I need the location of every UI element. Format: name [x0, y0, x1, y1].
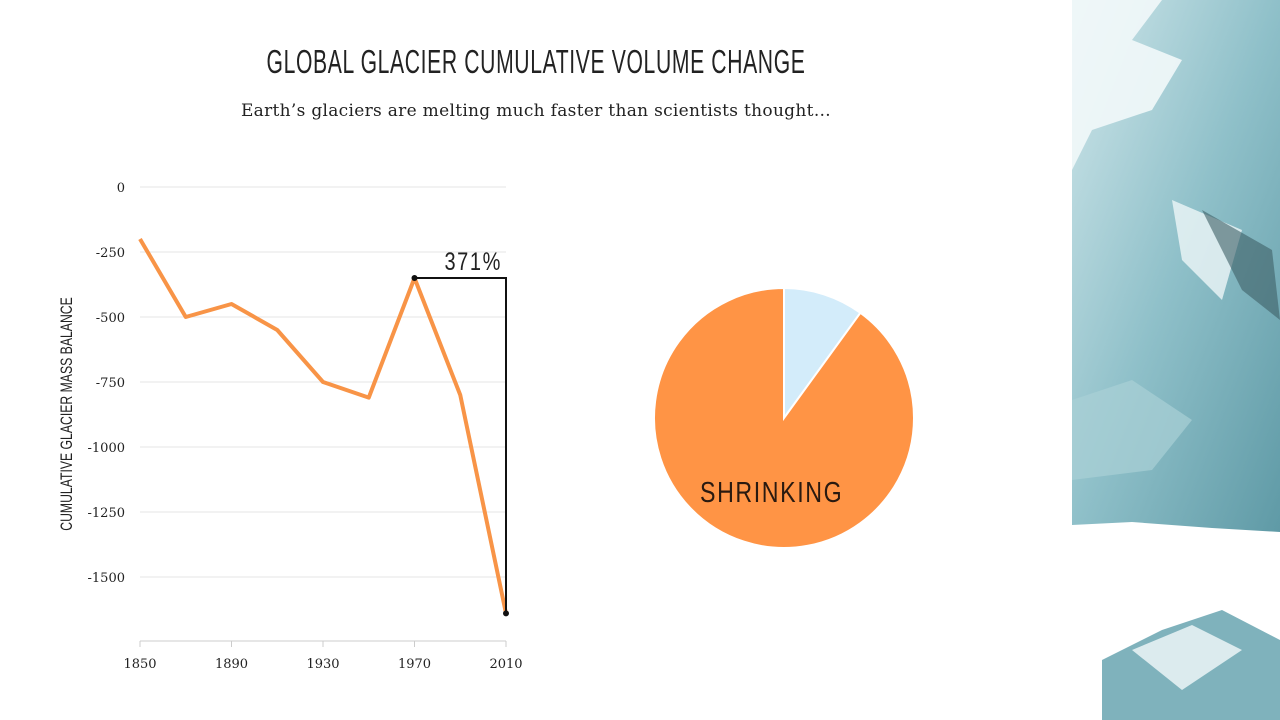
x-tick-label: 1890: [215, 657, 248, 672]
x-tick-label: 1970: [398, 657, 431, 672]
annotation-start-dot: [411, 275, 418, 281]
x-tick-label: 1850: [123, 657, 156, 672]
annotation-end-dot: [503, 610, 509, 617]
x-tick-label: 1930: [306, 657, 339, 672]
y-tick-label: -1500: [88, 571, 125, 586]
line-series: [138, 237, 508, 614]
y-tick-label: -750: [96, 376, 125, 391]
pie-slice-label: SHRINKING: [700, 475, 843, 508]
y-tick-label: -500: [96, 311, 125, 326]
y-tick-label: -1000: [88, 441, 125, 456]
line-chart: 0 -250 -500 -750 -1000 -1250 -1500 1850 1890 193…: [58, 181, 915, 672]
pie-slice: [653, 286, 915, 549]
chart-title: GLOBAL GLACIER CUMULATIVE VOLUME CHANGE: [266, 43, 806, 80]
glacier-photo: [1072, 0, 1280, 720]
chart-subtitle: Earth’s glaciers are melting much faster…: [240, 101, 832, 121]
y-axis-label: CUMULATIVE GLACIER MASS BALANCE: [58, 297, 76, 531]
pie-slice: [783, 286, 862, 422]
y-tick-label: -1250: [88, 506, 125, 521]
y-tick-label: 0: [117, 181, 125, 196]
x-tick-label: 2010: [489, 657, 522, 672]
y-tick-label: -250: [96, 246, 125, 261]
annotation-bracket: [414, 277, 507, 614]
annotation-label: 371%: [444, 248, 502, 276]
